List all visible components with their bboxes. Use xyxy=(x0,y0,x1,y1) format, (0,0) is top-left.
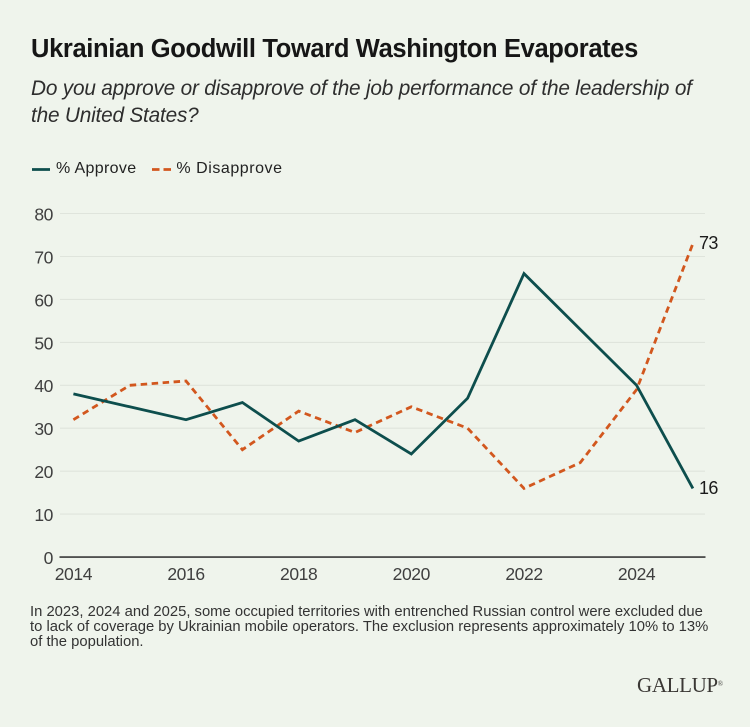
svg-text:2024: 2024 xyxy=(618,564,656,584)
svg-text:2018: 2018 xyxy=(280,564,317,584)
svg-text:2014: 2014 xyxy=(55,564,93,584)
svg-text:70: 70 xyxy=(34,247,53,267)
svg-text:0: 0 xyxy=(44,548,54,568)
svg-text:30: 30 xyxy=(34,419,53,439)
svg-text:73: 73 xyxy=(699,233,718,253)
svg-text:20: 20 xyxy=(34,462,53,482)
svg-text:60: 60 xyxy=(34,290,53,310)
svg-text:80: 80 xyxy=(34,204,53,224)
svg-text:10: 10 xyxy=(34,505,53,525)
svg-text:50: 50 xyxy=(34,333,53,353)
svg-text:40: 40 xyxy=(34,376,53,396)
svg-text:16: 16 xyxy=(699,478,718,498)
svg-text:2022: 2022 xyxy=(505,564,542,584)
svg-text:2020: 2020 xyxy=(393,564,431,584)
svg-text:2016: 2016 xyxy=(167,564,204,584)
